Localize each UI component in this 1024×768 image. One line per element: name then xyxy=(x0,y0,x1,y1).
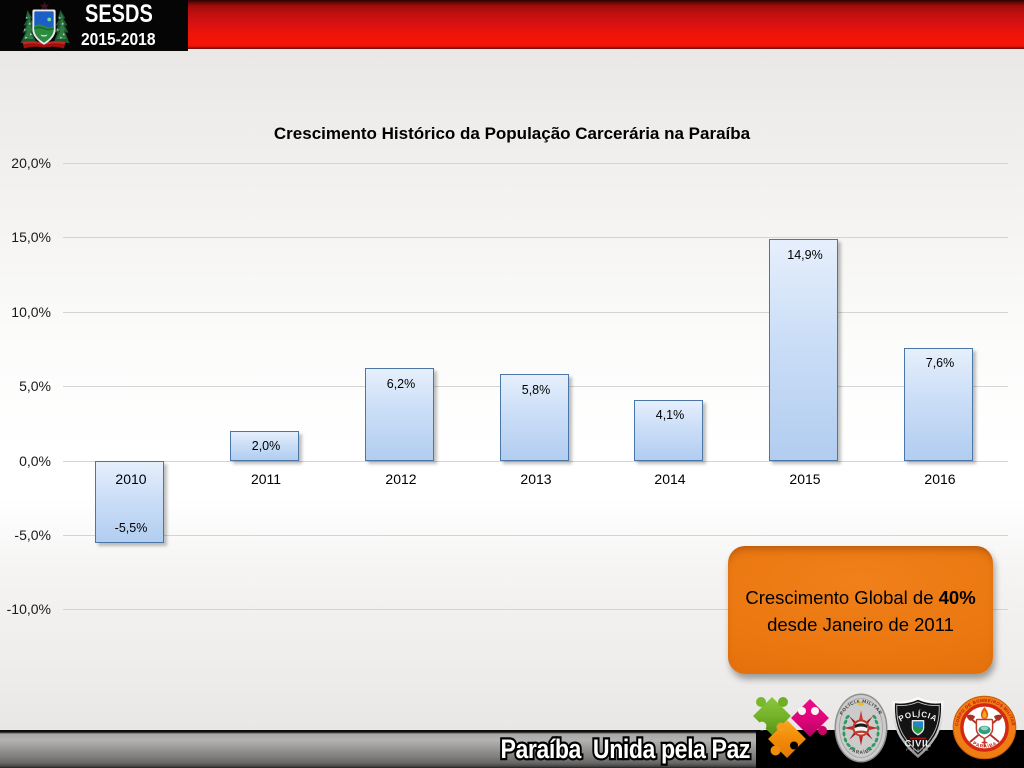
svg-text:PARAÍBA: PARAÍBA xyxy=(906,748,929,752)
svg-text:Paraíba Unida pela Paz: Paraíba Unida pela Paz xyxy=(500,735,750,765)
svg-text:PARAÍBA: PARAÍBA xyxy=(848,746,873,755)
svg-text:CIVIL: CIVIL xyxy=(905,738,932,749)
